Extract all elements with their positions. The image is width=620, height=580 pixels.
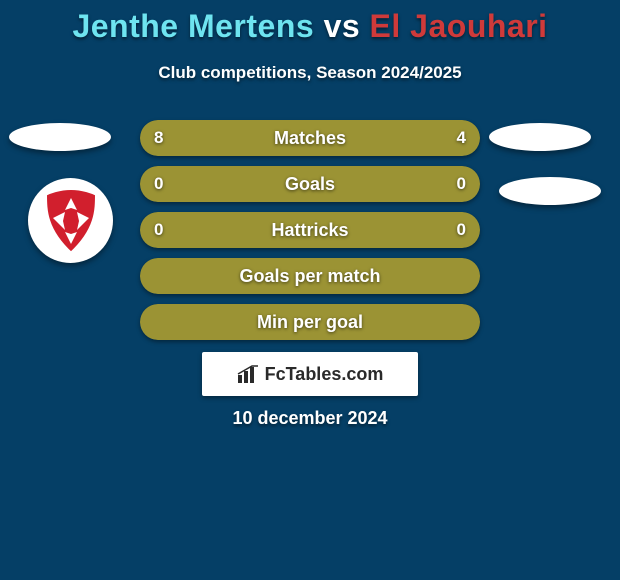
snapshot-date: 10 december 2024 bbox=[0, 408, 620, 429]
stat-label: Goals bbox=[140, 166, 480, 202]
player-right-name: El Jaouhari bbox=[370, 8, 548, 44]
stat-row: Goals0 0 bbox=[140, 166, 480, 202]
stat-value-left: 8 bbox=[140, 120, 177, 156]
stats-chart: Matches84Goals00Hattricks00Goals per mat… bbox=[140, 120, 480, 350]
stat-row: Min per goal bbox=[140, 304, 480, 340]
stat-label: Goals per match bbox=[140, 258, 480, 294]
player-right-avatar-placeholder bbox=[489, 123, 591, 151]
stat-label: Hattricks bbox=[140, 212, 480, 248]
stat-row: Hattricks0 0 bbox=[140, 212, 480, 248]
brand-badge: FcTables.com bbox=[202, 352, 418, 396]
stat-label: Min per goal bbox=[140, 304, 480, 340]
comparison-title: Jenthe Mertens vs El Jaouhari bbox=[0, 0, 620, 45]
stat-value-left: 0 bbox=[140, 166, 177, 202]
comparison-subtitle: Club competitions, Season 2024/2025 bbox=[0, 63, 620, 83]
player-left-avatar-placeholder bbox=[9, 123, 111, 151]
shield-icon bbox=[41, 186, 101, 256]
brand-text: FcTables.com bbox=[265, 364, 384, 385]
chart-bars-icon bbox=[237, 365, 259, 383]
stat-value-right: 4 bbox=[443, 120, 480, 156]
player-right-club-placeholder bbox=[499, 177, 601, 205]
stat-row: Matches8 4 bbox=[140, 120, 480, 156]
stat-value-right: 0 bbox=[443, 166, 480, 202]
player-left-club-crest bbox=[28, 178, 113, 263]
player-left-name: Jenthe Mertens bbox=[72, 8, 314, 44]
stat-value-right: 0 bbox=[443, 212, 480, 248]
vs-word: vs bbox=[324, 8, 370, 44]
stat-value-left: 0 bbox=[140, 212, 177, 248]
stat-label: Matches bbox=[140, 120, 480, 156]
stat-row: Goals per match bbox=[140, 258, 480, 294]
